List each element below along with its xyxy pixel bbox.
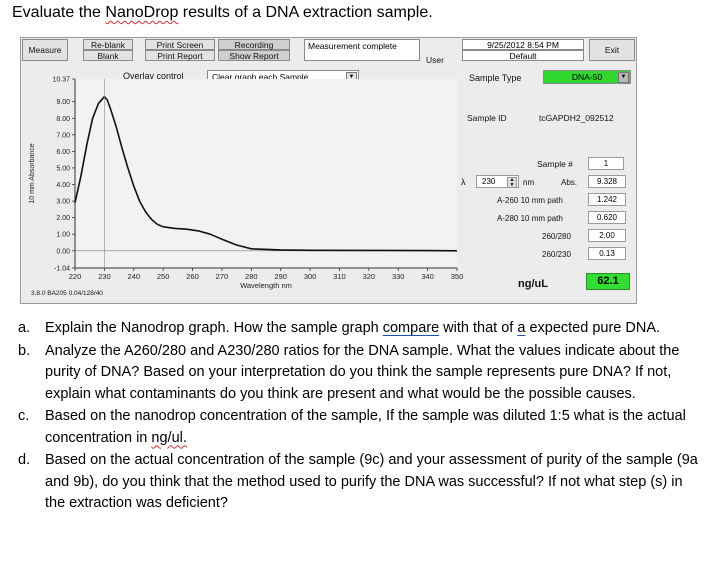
underlined-term: compare (382, 320, 440, 336)
x-tick-label: 350 (451, 272, 464, 281)
x-tick-label: 260 (186, 272, 199, 281)
concentration-unit-label: ng/uL (518, 278, 548, 290)
question-item: c. Based on the nanodrop concentration of… (18, 406, 698, 449)
wavelength-input[interactable]: 230 ▲ ▼ (476, 175, 519, 188)
chevron-down-icon[interactable]: ▼ (618, 72, 629, 83)
underlined-term: ng/ul. (151, 429, 187, 446)
recording-button[interactable]: Recording (218, 39, 290, 50)
user-label: User (426, 55, 444, 65)
ratio-260-280-value: 2.00 (588, 229, 626, 242)
x-axis-title: Wavelength nm (240, 281, 292, 290)
software-version: 3.8.0 BA205 0.04/128/40 (31, 290, 103, 297)
sample-type-label: Sample Type (469, 73, 522, 83)
lambda-symbol: λ (461, 177, 466, 187)
ratio-260-230-label: 260/230 (542, 250, 571, 259)
x-tick-label: 270 (216, 272, 229, 281)
nanodrop-word: NanoDrop (105, 4, 179, 21)
x-tick-label: 320 (363, 272, 376, 281)
overlay-control-label: Overlay control (123, 71, 184, 81)
a260-label: A-260 10 mm path (497, 196, 563, 205)
x-tick-label: 230 (98, 272, 111, 281)
assignment-heading: Evaluate the NanoDrop results of a DNA e… (12, 4, 433, 21)
question-text: with that of (439, 320, 518, 336)
sample-id-label: Sample ID (467, 113, 507, 123)
question-list: a. Explain the Nanodrop graph. How the sa… (18, 318, 698, 516)
print-screen-button[interactable]: Print Screen (145, 39, 215, 50)
sample-type-value: DNA-50 (571, 72, 603, 82)
question-letter: a. (18, 320, 31, 336)
abs-label: Abs. (561, 178, 578, 187)
x-tick-label: 240 (128, 272, 141, 281)
question-letter: b. (18, 342, 31, 359)
y-tick-label: 0.00 (56, 248, 70, 255)
y-tick-label: 8.00 (56, 116, 70, 123)
blank-button[interactable]: Blank (83, 50, 133, 61)
wavelength-value: 230 (482, 177, 496, 186)
status-message: Measurement complete (304, 39, 420, 61)
a260-value: 1.242 (588, 193, 626, 206)
y-tick-label: 6.00 (56, 149, 70, 156)
absorbance-spectrum-chart: 10.37 9.00 8.00 7.00 6.00 5.00 4.00 3.00 2.00 1.0… (29, 77, 464, 291)
datetime-display: 9/25/2012 8:54 PM (462, 39, 584, 50)
x-tick-label: 300 (304, 272, 317, 281)
question-item: b. Analyze the A260/280 and A230/280 rati… (18, 341, 698, 406)
x-tick-label: 310 (333, 272, 346, 281)
y-axis-title: 10 mm Absorbance (29, 143, 36, 203)
question-text: Based on the actual concentration of the… (45, 452, 698, 511)
question-letter: d. (18, 452, 31, 468)
underlined-term: a (517, 320, 526, 336)
a280-value: 0.620 (588, 211, 626, 224)
sample-id-value[interactable]: tcGAPDH2_092512 (539, 113, 614, 123)
x-tick-label: 340 (421, 272, 434, 281)
measure-button[interactable]: Measure (22, 39, 68, 61)
nanodrop-panel: Measure Re-blank Blank Print Screen Prin… (20, 37, 637, 304)
y-tick-label: 5.00 (56, 165, 70, 172)
absorbance-series-line (74, 95, 458, 252)
x-tick-label: 250 (157, 272, 170, 281)
abs-value: 9.328 (588, 175, 626, 188)
exit-button[interactable]: Exit (589, 39, 635, 61)
x-tick-label: 220 (69, 272, 82, 281)
question-letter: c. (18, 408, 30, 424)
show-report-button[interactable]: Show Report (218, 50, 290, 61)
sample-number-label: Sample # (537, 159, 573, 169)
concentration-value: 62.1 (586, 273, 630, 290)
overlay-control-value: Clear graph each Sample (212, 72, 309, 82)
x-tick-label: 330 (392, 272, 405, 281)
question-text: Analyze the A260/280 and A230/280 ratios… (45, 342, 680, 402)
y-tick-label: 1.00 (56, 232, 70, 239)
y-tick-label: 9.00 (56, 99, 70, 106)
question-item: d. Based on the actual concentration of t… (18, 450, 698, 515)
y-tick-label: 3.00 (56, 199, 70, 206)
question-item: a. Explain the Nanodrop graph. How the sa… (18, 318, 698, 340)
plot-area (75, 79, 457, 268)
sample-type-select[interactable]: DNA-50 ▼ (543, 70, 631, 84)
x-tick-label: 280 (245, 272, 258, 281)
y-tick-label: -1.04 (54, 266, 70, 273)
y-tick-label: 7.00 (56, 132, 70, 139)
y-tick-label: 10.37 (52, 77, 70, 84)
question-text: expected pure DNA. (525, 320, 661, 336)
spinner-icon[interactable]: ▲ ▼ (507, 177, 517, 188)
question-text: Explain the Nanodrop graph. How the samp… (45, 320, 383, 336)
ratio-260-280-label: 260/280 (542, 232, 571, 241)
y-tick-label: 4.00 (56, 182, 70, 189)
sample-number-value[interactable]: 1 (588, 157, 624, 170)
ratio-260-230-value: 0.13 (588, 247, 626, 260)
y-tick-label: 2.00 (56, 215, 70, 222)
x-tick-label: 290 (274, 272, 287, 281)
reblank-button[interactable]: Re-blank (83, 39, 133, 50)
print-report-button[interactable]: Print Report (145, 50, 215, 61)
question-text: Based on the nanodrop concentration of t… (45, 408, 686, 446)
user-profile-select[interactable]: Default (462, 50, 584, 61)
nm-unit-label: nm (523, 178, 535, 187)
a280-label: A-280 10 mm path (497, 214, 563, 223)
